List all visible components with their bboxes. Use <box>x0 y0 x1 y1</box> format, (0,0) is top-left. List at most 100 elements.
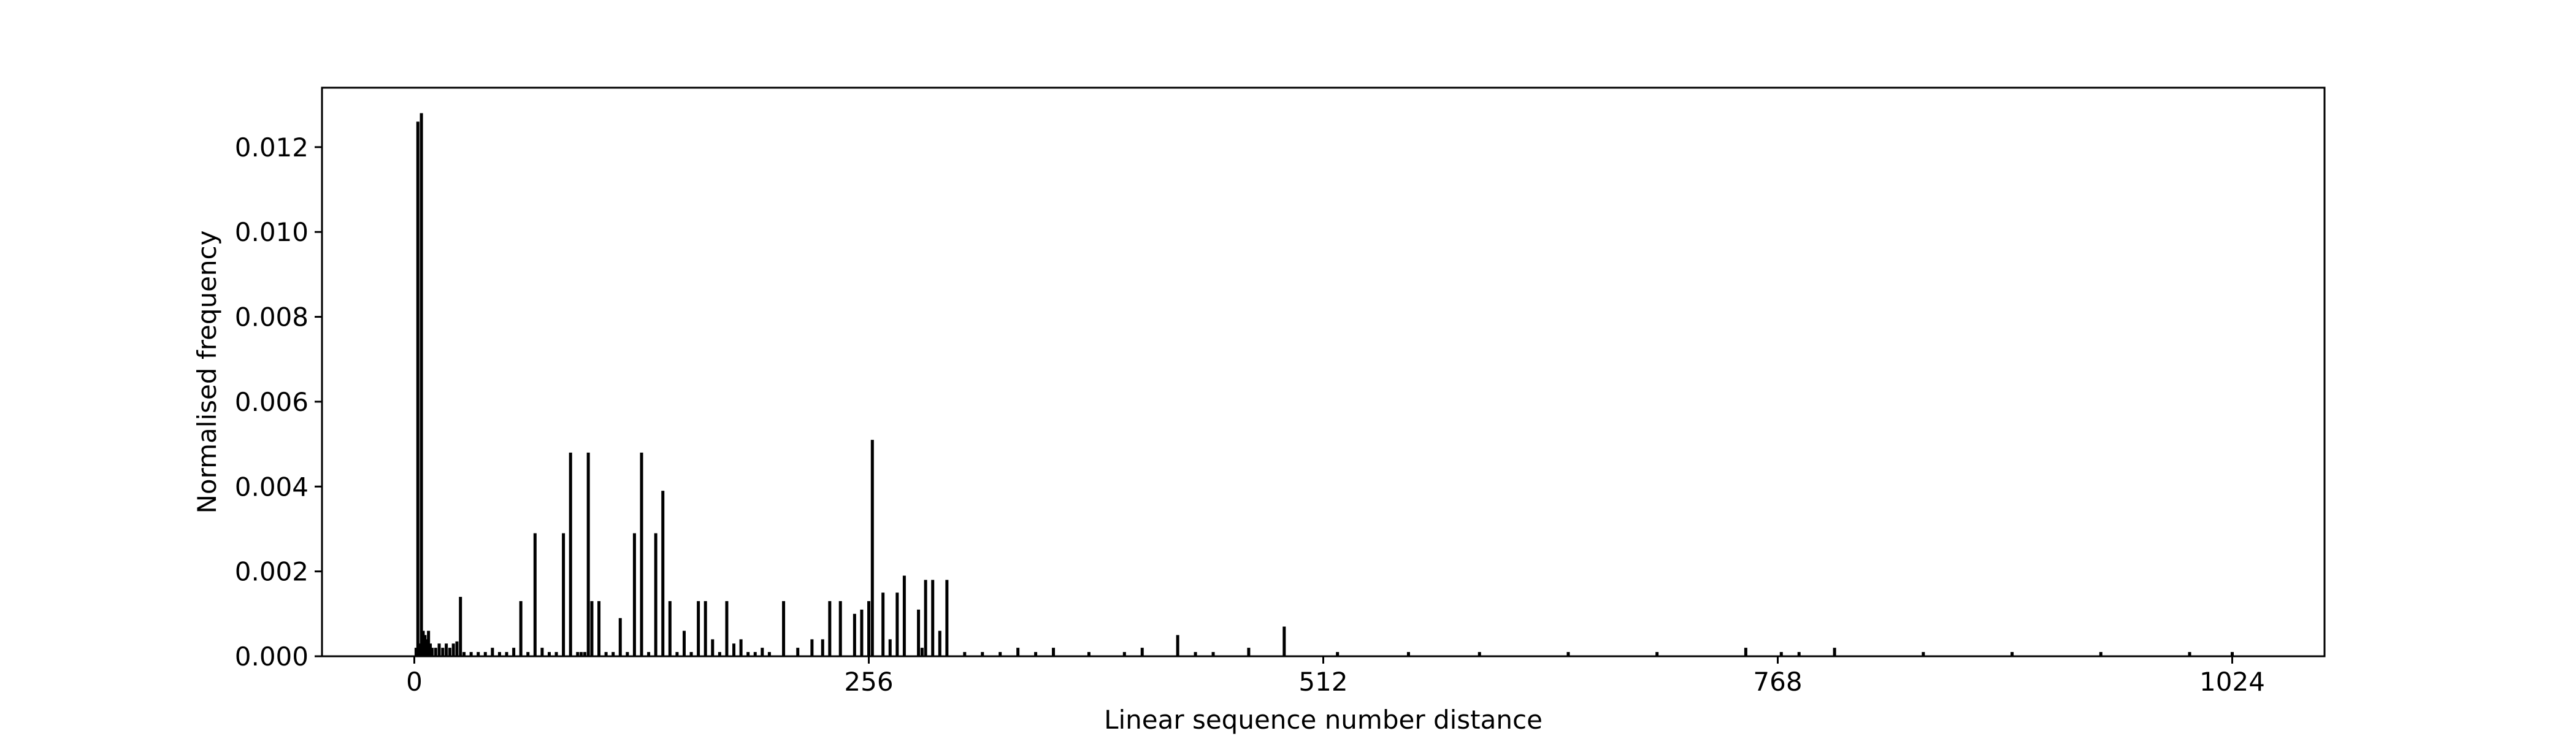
bar <box>548 652 551 656</box>
bar <box>1282 626 1286 656</box>
x-tick-label: 768 <box>1753 667 1802 697</box>
bar <box>917 609 921 656</box>
bars-group <box>414 113 2234 657</box>
bar <box>828 601 832 656</box>
bar <box>491 648 494 656</box>
bar <box>469 652 473 656</box>
y-tick-label: 0.006 <box>235 387 309 417</box>
bar <box>1566 652 1570 656</box>
y-tick-label: 0.000 <box>235 642 309 672</box>
bar <box>1779 652 1783 656</box>
bar <box>455 641 459 656</box>
bar <box>711 639 715 656</box>
bar <box>423 635 427 656</box>
bar <box>597 601 601 656</box>
bar <box>697 601 700 656</box>
bar <box>626 652 629 656</box>
bar <box>459 597 462 656</box>
bar <box>414 648 418 656</box>
bar <box>1194 652 1197 656</box>
bar <box>2188 652 2191 656</box>
bar <box>586 452 590 656</box>
x-tick-label: 256 <box>844 667 893 697</box>
bar <box>675 652 679 656</box>
bar <box>703 601 707 656</box>
y-tick-label: 0.010 <box>235 217 309 247</box>
y-tick-label: 0.008 <box>235 302 309 332</box>
y-axis-label: Normalised frequency <box>192 230 222 513</box>
bar <box>999 652 1002 656</box>
bar <box>725 601 729 656</box>
bar <box>540 648 544 656</box>
bar <box>483 652 487 656</box>
bar <box>437 643 441 656</box>
bar <box>895 592 899 656</box>
bar <box>1087 652 1091 656</box>
y-tick-label: 0.004 <box>235 472 309 502</box>
bar <box>611 652 615 656</box>
bar <box>963 652 967 656</box>
bar <box>569 452 572 656</box>
bar <box>924 580 927 656</box>
y-tick-label: 0.012 <box>235 132 309 163</box>
bar <box>782 601 786 656</box>
bar <box>580 652 583 656</box>
bar <box>445 643 448 656</box>
bar <box>562 533 565 656</box>
bar <box>526 652 530 656</box>
bar <box>576 652 580 656</box>
bar <box>853 613 856 656</box>
y-tick-label: 0.002 <box>235 557 309 587</box>
bar <box>1122 652 1126 656</box>
bar <box>981 652 984 656</box>
bar <box>931 580 935 656</box>
bar <box>418 643 421 656</box>
bar <box>583 652 586 656</box>
bar <box>1336 652 1340 656</box>
bar <box>1140 648 1144 656</box>
bar <box>477 652 480 656</box>
bar <box>1833 648 1836 656</box>
bar <box>1052 648 1056 656</box>
bar <box>689 652 693 656</box>
bar <box>821 639 824 656</box>
bar <box>753 652 757 656</box>
bar <box>1922 652 1925 656</box>
bar <box>902 575 906 656</box>
bar <box>590 601 594 656</box>
bar <box>430 648 434 656</box>
bar <box>421 631 425 656</box>
bar <box>420 113 423 656</box>
bar <box>881 592 885 656</box>
x-axis-ticks: 0 256 512 768 1024 <box>406 656 2265 697</box>
x-tick-label: 512 <box>1298 667 1347 697</box>
bar <box>1744 648 1747 656</box>
x-tick-label: 1024 <box>2199 667 2265 697</box>
bar <box>505 652 508 656</box>
bar <box>938 631 941 656</box>
bar <box>867 601 871 656</box>
bar <box>448 648 451 656</box>
bar <box>618 618 622 656</box>
bar <box>632 533 636 656</box>
bar <box>1016 648 1020 656</box>
bar <box>796 648 800 656</box>
bar <box>462 652 466 656</box>
bar <box>1478 652 1481 656</box>
bar <box>416 121 420 657</box>
bar <box>1176 635 1179 656</box>
bar <box>2230 652 2234 656</box>
bar <box>1406 652 1410 656</box>
bar <box>888 639 892 656</box>
bar <box>945 580 949 656</box>
bar <box>427 631 431 656</box>
bar <box>870 440 874 656</box>
bar <box>441 648 445 656</box>
bar <box>838 601 842 656</box>
bar <box>2011 652 2014 656</box>
bar <box>732 643 736 656</box>
y-axis-ticks: 0.000 0.002 0.004 0.006 0.008 0.010 0.012 <box>235 132 322 672</box>
bar <box>718 652 721 656</box>
